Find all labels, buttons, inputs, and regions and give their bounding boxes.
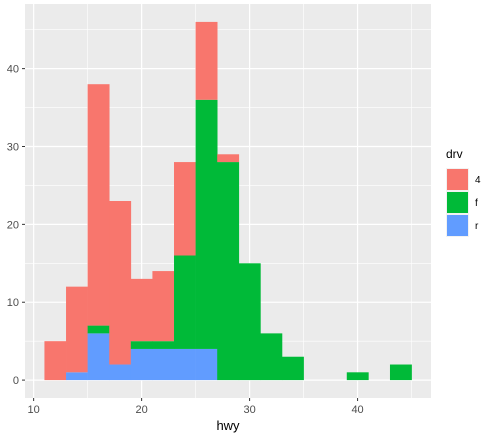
- bar-f: [389, 364, 412, 381]
- legend: drv 4 f r: [446, 147, 481, 237]
- legend-key-4: [447, 169, 468, 190]
- bar-f: [281, 356, 304, 381]
- bar-r: [152, 348, 175, 381]
- y-tick-label: 40: [7, 64, 19, 76]
- x-tick-label: 20: [135, 404, 147, 416]
- legend-label-r: r: [475, 221, 479, 232]
- legend-title: drv: [446, 147, 463, 161]
- legend-label-4: 4: [475, 175, 481, 186]
- bar-r: [109, 364, 132, 381]
- bar-f: [87, 325, 110, 334]
- x-tick-label: 30: [243, 404, 255, 416]
- y-axis: 0 10 20 30 40: [7, 64, 25, 387]
- bar-4: [109, 201, 132, 365]
- y-tick-label: 0: [13, 375, 19, 387]
- bar-4: [217, 154, 240, 163]
- bar-r: [130, 348, 153, 381]
- bar-f: [195, 99, 218, 349]
- histogram-bars: [44, 21, 412, 381]
- y-tick-label: 20: [7, 219, 19, 231]
- bar-4: [195, 21, 218, 100]
- bar-f: [238, 263, 261, 381]
- bar-r: [66, 372, 88, 381]
- bar-f: [152, 341, 175, 349]
- x-axis-title: hwy: [216, 418, 240, 433]
- x-tick-label: 10: [28, 404, 40, 416]
- legend-label-f: f: [475, 198, 478, 209]
- bar-f: [130, 341, 153, 349]
- x-axis: 10 20 30 40: [28, 398, 364, 416]
- bar-f: [346, 372, 369, 381]
- x-tick-label: 40: [351, 404, 363, 416]
- bar-4: [174, 162, 196, 256]
- y-tick-label: 10: [7, 297, 19, 309]
- legend-key-f: [447, 192, 468, 213]
- y-tick-label: 30: [7, 141, 19, 153]
- bar-f: [174, 255, 196, 349]
- bar-r: [174, 348, 196, 381]
- bar-4: [44, 341, 67, 381]
- legend-items: 4 f r: [446, 168, 481, 237]
- bar-4: [87, 84, 110, 326]
- legend-key-r: [447, 215, 468, 236]
- bar-4: [66, 286, 88, 373]
- bar-f: [260, 333, 283, 381]
- bar-4: [130, 278, 153, 342]
- bar-r: [87, 333, 110, 381]
- bar-f: [217, 162, 240, 381]
- bar-4: [152, 271, 175, 342]
- bar-r: [195, 348, 218, 381]
